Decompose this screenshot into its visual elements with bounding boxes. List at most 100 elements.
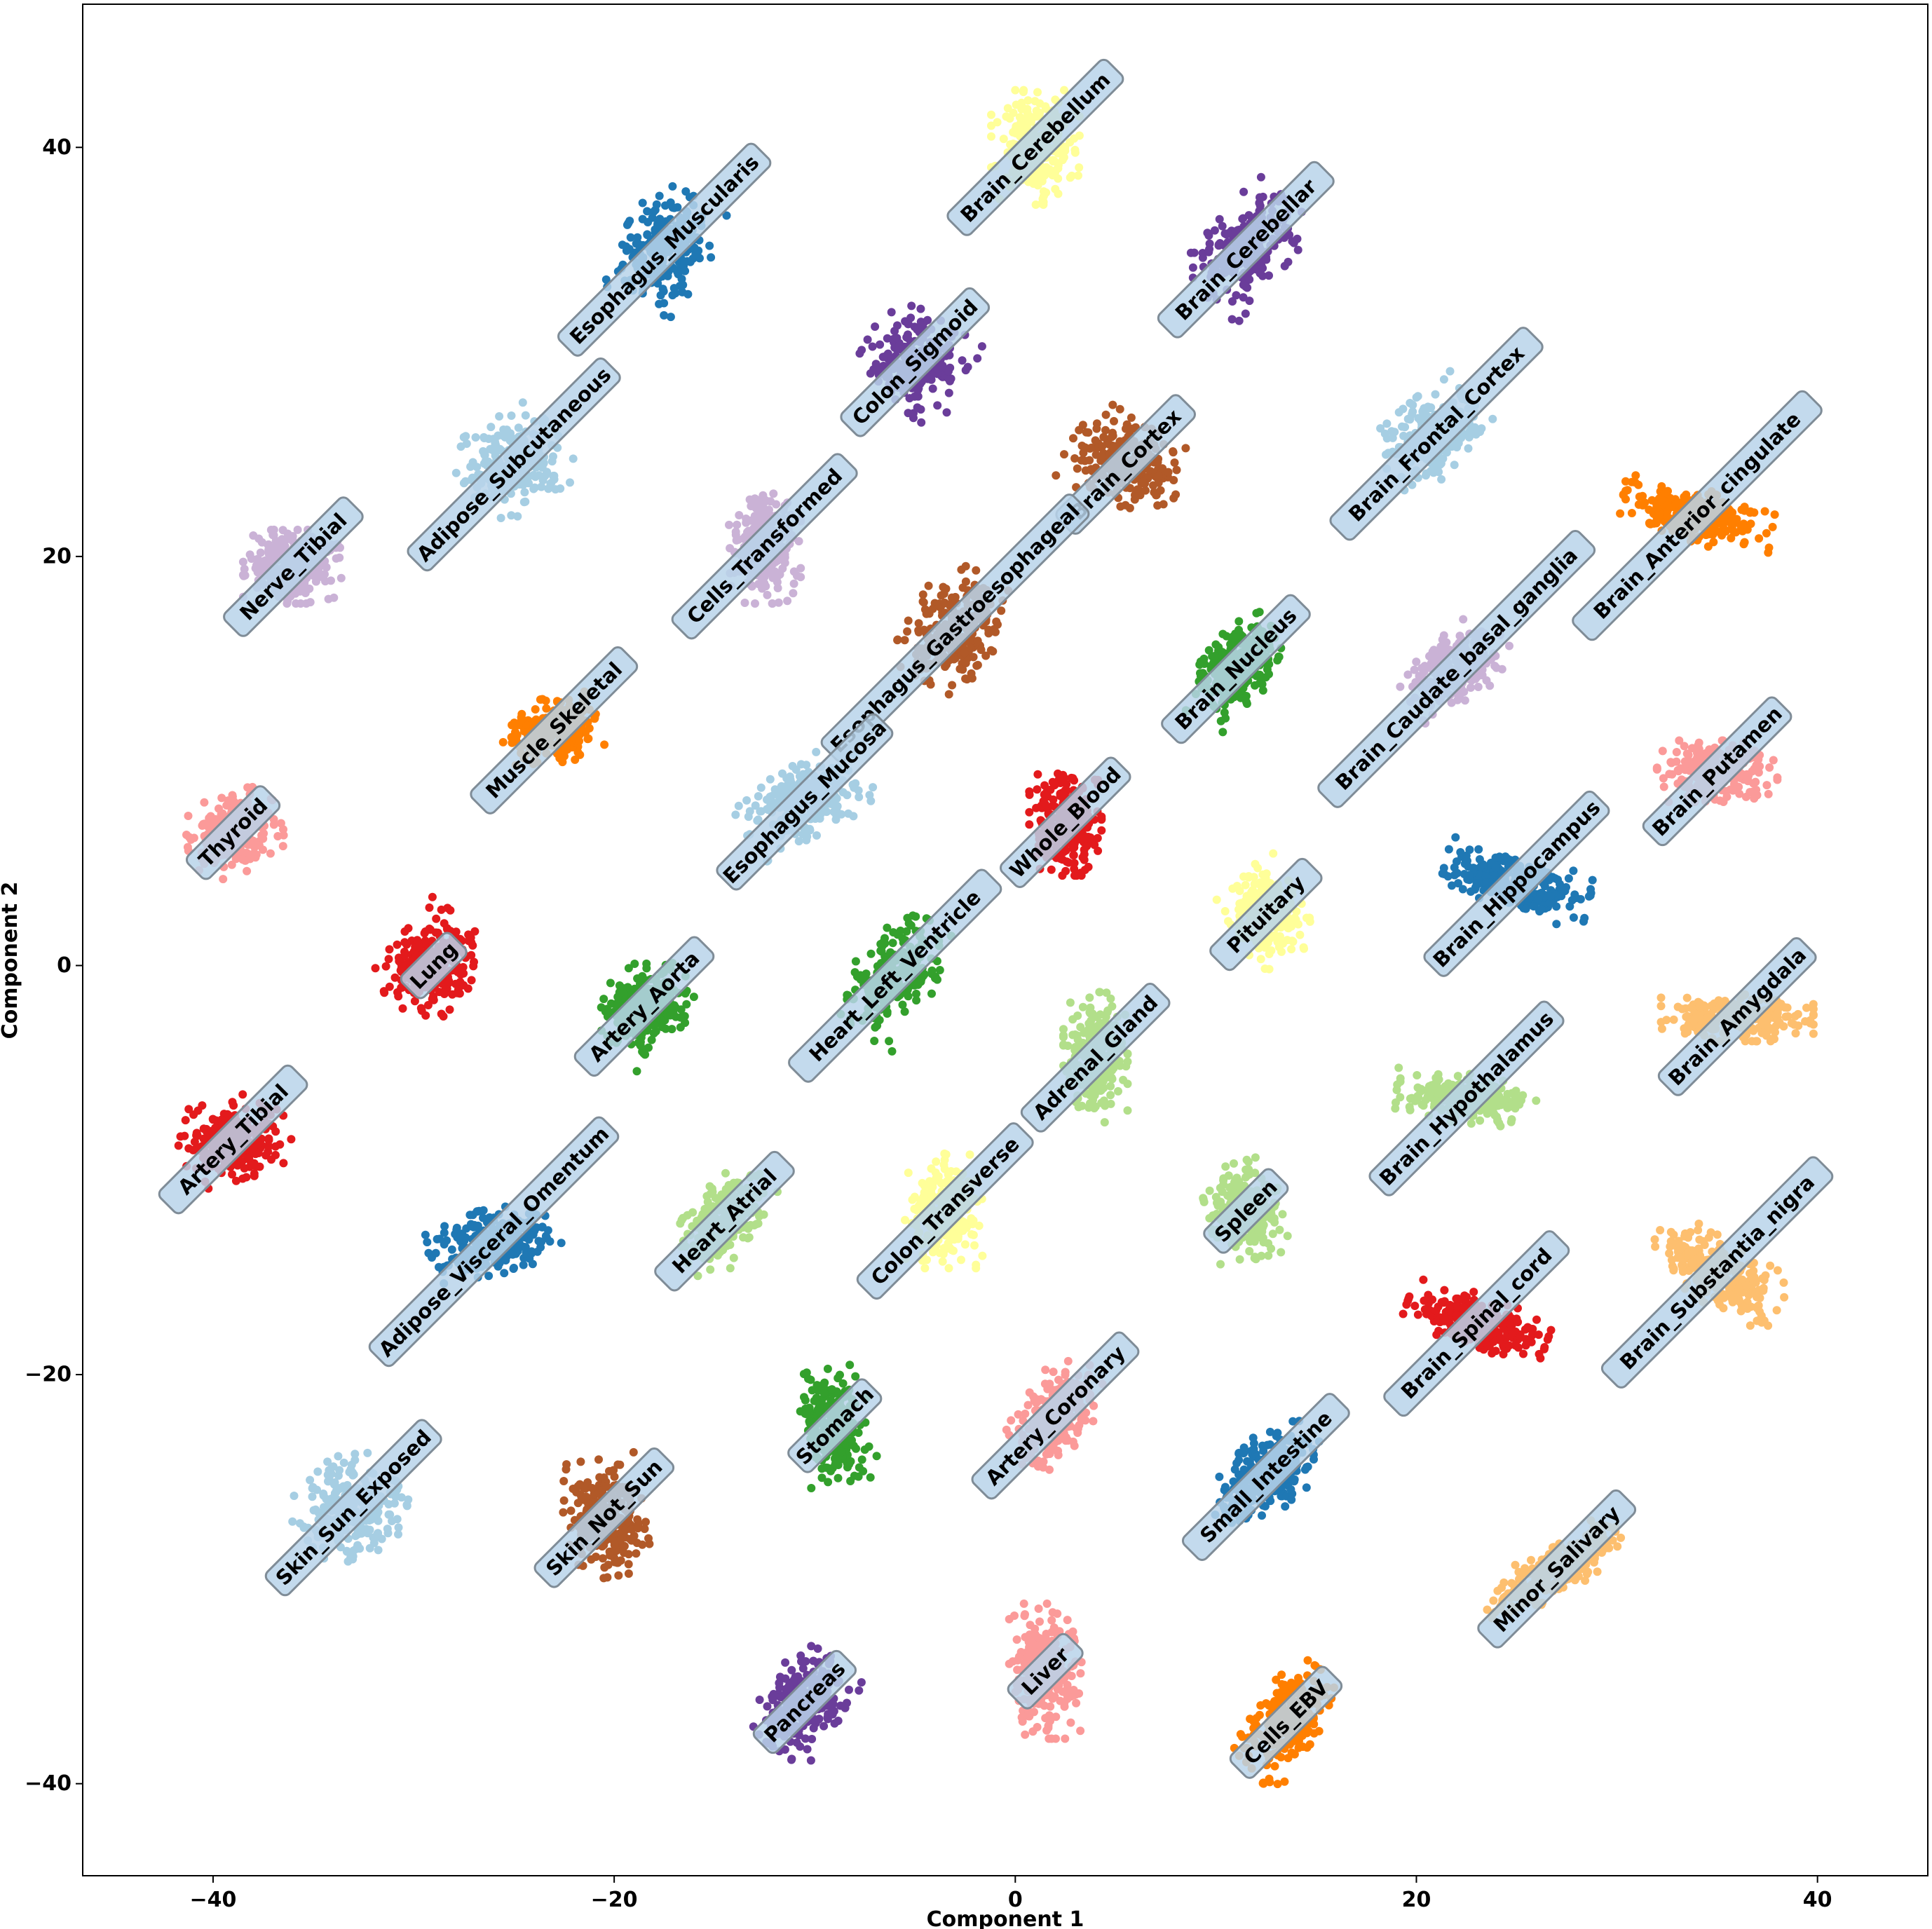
data-point bbox=[1770, 510, 1779, 519]
data-point bbox=[1073, 464, 1082, 473]
data-point bbox=[683, 289, 693, 299]
data-point bbox=[1025, 820, 1034, 829]
data-point bbox=[279, 831, 288, 840]
data-point bbox=[1080, 850, 1089, 859]
data-point bbox=[240, 856, 250, 865]
data-point bbox=[1546, 892, 1555, 901]
data-point bbox=[1051, 95, 1060, 104]
data-point bbox=[1153, 501, 1162, 510]
data-point bbox=[1675, 736, 1684, 745]
data-point bbox=[973, 660, 982, 669]
data-point bbox=[1719, 798, 1728, 806]
data-point bbox=[1732, 528, 1741, 537]
data-point bbox=[1245, 275, 1254, 284]
data-point bbox=[1752, 785, 1761, 794]
data-point bbox=[903, 627, 912, 636]
data-point bbox=[928, 604, 937, 613]
data-point bbox=[758, 491, 768, 500]
data-point bbox=[1273, 656, 1282, 664]
data-point bbox=[1453, 443, 1462, 451]
data-point bbox=[993, 118, 1002, 127]
data-point bbox=[1058, 789, 1067, 798]
data-point bbox=[771, 788, 780, 797]
data-point bbox=[1474, 683, 1483, 691]
data-point bbox=[919, 598, 928, 607]
data-point bbox=[1188, 263, 1197, 272]
data-point bbox=[1431, 390, 1440, 399]
data-point bbox=[496, 514, 505, 522]
data-point bbox=[1098, 442, 1107, 451]
data-point bbox=[1199, 654, 1209, 663]
data-point bbox=[266, 849, 275, 858]
data-point bbox=[652, 200, 661, 209]
data-point bbox=[1627, 509, 1636, 517]
data-point bbox=[992, 617, 1001, 626]
data-point bbox=[324, 594, 333, 604]
data-point bbox=[1768, 522, 1777, 531]
data-point bbox=[1040, 171, 1049, 180]
data-point bbox=[510, 718, 519, 728]
data-point bbox=[812, 831, 821, 840]
data-point bbox=[519, 498, 529, 507]
data-point bbox=[1687, 744, 1696, 753]
data-point bbox=[1234, 316, 1244, 325]
data-point bbox=[1038, 199, 1047, 208]
data-point bbox=[1033, 785, 1042, 794]
data-point bbox=[734, 535, 743, 544]
data-point bbox=[219, 875, 228, 884]
data-point bbox=[1115, 404, 1124, 414]
data-point bbox=[707, 253, 716, 262]
data-point bbox=[773, 584, 782, 592]
data-point bbox=[1070, 843, 1079, 852]
data-point bbox=[923, 315, 932, 325]
data-point bbox=[769, 489, 778, 498]
data-point bbox=[1586, 885, 1595, 894]
data-point bbox=[306, 598, 315, 607]
data-point bbox=[900, 636, 909, 645]
data-point bbox=[1023, 96, 1033, 105]
data-point bbox=[749, 495, 758, 504]
data-point bbox=[1754, 761, 1763, 770]
data-point bbox=[744, 812, 753, 822]
data-point bbox=[1564, 874, 1573, 883]
data-point bbox=[1444, 845, 1453, 854]
data-point bbox=[668, 203, 677, 212]
data-point bbox=[1241, 282, 1250, 291]
data-point bbox=[1576, 894, 1585, 904]
data-point bbox=[1019, 86, 1028, 95]
data-point bbox=[618, 240, 627, 250]
data-point bbox=[1164, 468, 1173, 477]
data-point bbox=[1079, 449, 1088, 458]
data-point bbox=[1108, 400, 1117, 409]
data-point bbox=[514, 423, 523, 432]
data-point bbox=[1068, 774, 1077, 783]
data-point bbox=[1743, 774, 1753, 783]
data-point bbox=[206, 812, 215, 821]
data-point bbox=[668, 182, 677, 191]
data-point bbox=[780, 559, 789, 567]
data-point bbox=[507, 411, 516, 420]
data-point bbox=[1623, 486, 1632, 495]
data-point bbox=[576, 750, 585, 759]
data-point bbox=[660, 311, 669, 320]
data-point bbox=[549, 452, 557, 461]
data-point bbox=[1241, 309, 1250, 318]
data-point bbox=[1040, 790, 1049, 799]
data-point bbox=[1453, 868, 1462, 878]
data-point bbox=[866, 369, 875, 378]
data-point bbox=[844, 809, 853, 818]
data-point bbox=[1569, 866, 1578, 875]
data-point bbox=[661, 201, 669, 210]
data-point bbox=[1075, 163, 1084, 172]
data-point bbox=[1537, 905, 1546, 914]
data-point bbox=[1655, 511, 1664, 520]
data-point bbox=[1070, 148, 1080, 157]
data-point bbox=[292, 599, 301, 608]
data-point bbox=[1198, 253, 1207, 262]
data-point bbox=[1540, 882, 1549, 891]
data-point bbox=[1769, 756, 1778, 765]
data-point bbox=[802, 761, 811, 770]
data-point bbox=[278, 526, 287, 535]
data-point bbox=[977, 646, 986, 654]
data-point bbox=[1765, 763, 1774, 772]
